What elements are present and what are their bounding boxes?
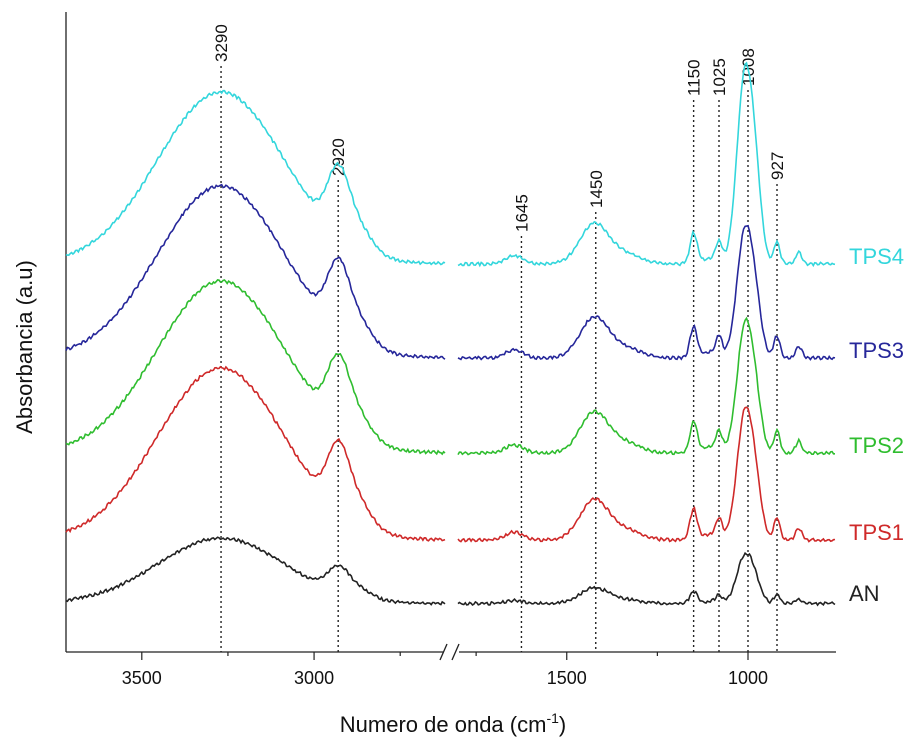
peak-marker-label: 927 [768, 152, 787, 180]
peak-marker-label: 1025 [710, 58, 729, 96]
peak-marker-label: 1645 [512, 194, 531, 232]
series-label-an: AN [849, 581, 880, 606]
series-line-tps4 [65, 89, 446, 266]
axis-break-mark [451, 643, 460, 661]
series-labels: TPS4 TPS3 TPS2 TPS1 AN [849, 244, 904, 606]
x-axis-ticks: 3500 3000 1500 1000 [122, 652, 768, 688]
series-line-tps1 [65, 365, 446, 543]
x-tick-label: 1000 [728, 668, 768, 688]
peak-marker-label: 3290 [212, 24, 231, 62]
y-axis-title: Absorbancia (a.u) [12, 260, 37, 434]
series-label-tps1: TPS1 [849, 520, 904, 545]
series-line-tps3 [65, 183, 446, 360]
series-line-tps2 [65, 279, 446, 456]
series-line-an [457, 551, 836, 607]
series-lines [65, 61, 836, 607]
x-tick-label: 1500 [547, 668, 587, 688]
peak-marker-label: 1450 [587, 170, 606, 208]
series-line-tps1 [457, 406, 836, 543]
series-label-tps4: TPS4 [849, 244, 904, 269]
series-line-tps3 [457, 224, 836, 361]
x-tick-label: 3000 [294, 668, 334, 688]
x-tick-label: 3500 [122, 668, 162, 688]
series-label-tps3: TPS3 [849, 338, 904, 363]
x-axis-title-superscript: -1 [546, 710, 559, 726]
x-axis-title: Numero de onda (cm-1) [340, 710, 566, 737]
peak-marker-label: 1150 [685, 59, 704, 96]
series-line-tps2 [457, 316, 835, 456]
axis-break-mark [439, 643, 448, 661]
x-axis-title-close: ) [559, 712, 566, 737]
series-line-tps4 [457, 61, 836, 268]
series-line-an [65, 536, 446, 606]
x-axis-title-text: Numero de onda (cm [340, 712, 547, 737]
series-label-tps2: TPS2 [849, 433, 904, 458]
